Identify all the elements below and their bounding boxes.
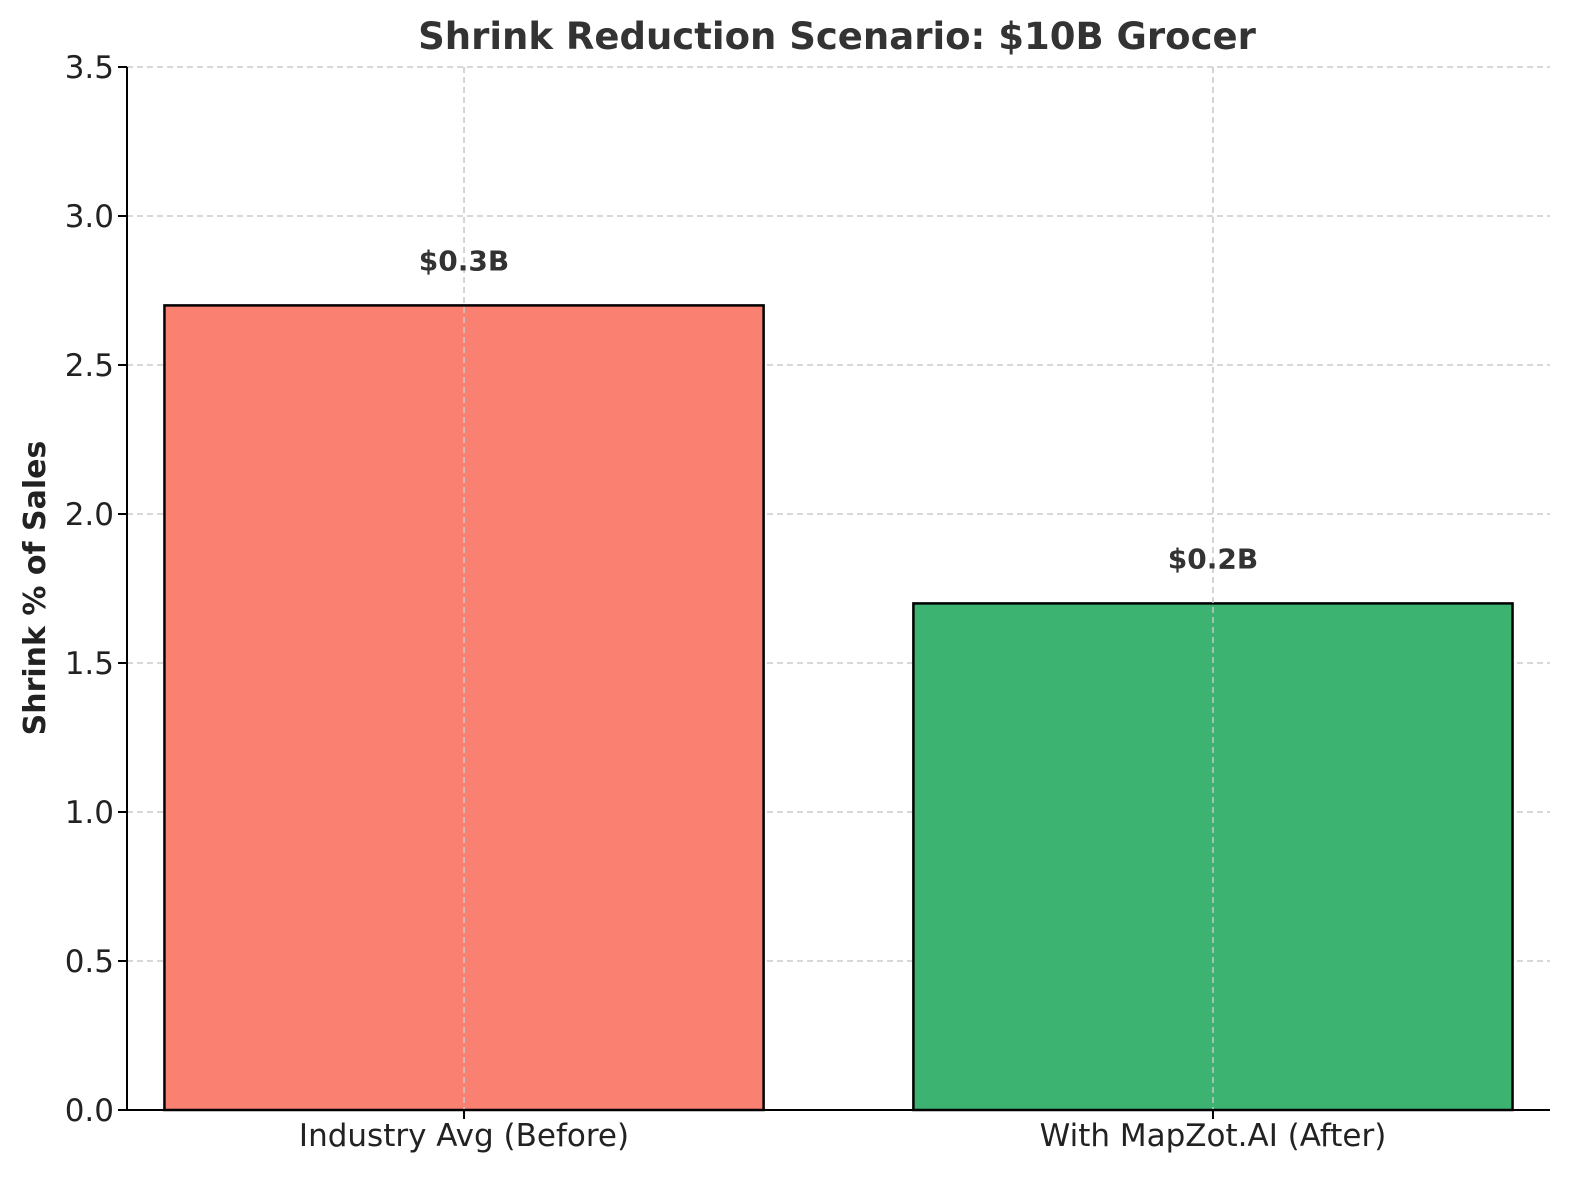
y-tick-label: 3.0 [65,199,114,235]
bar-value-label: $0.2B [1168,542,1258,575]
y-tick-label: 0.5 [65,944,114,980]
data-labels: $0.3B $0.2B [419,244,1258,575]
bars [163,67,1514,1112]
y-tick-label: 2.5 [65,348,114,384]
y-tick-label: 0.0 [65,1093,114,1129]
y-tick-label: 3.5 [65,50,114,86]
bar-value-label: $0.3B [419,244,509,277]
y-axis-label: Shrink % of Sales [18,441,53,736]
x-ticks: Industry Avg (Before) With MapZot.AI (Aft… [299,1110,1386,1154]
axes [126,67,1550,1111]
y-tick-label: 1.5 [65,646,114,682]
x-tick-label: Industry Avg (Before) [299,1118,629,1154]
y-tick-label: 2.0 [65,497,114,533]
chart-title: Shrink Reduction Scenario: $10B Grocer [418,15,1256,58]
y-tick-label: 1.0 [65,795,114,831]
y-ticks: 0.0 0.5 1.0 1.5 2.0 2.5 3.0 3.5 [65,50,127,1129]
x-tick-label: With MapZot.AI (After) [1040,1118,1387,1154]
